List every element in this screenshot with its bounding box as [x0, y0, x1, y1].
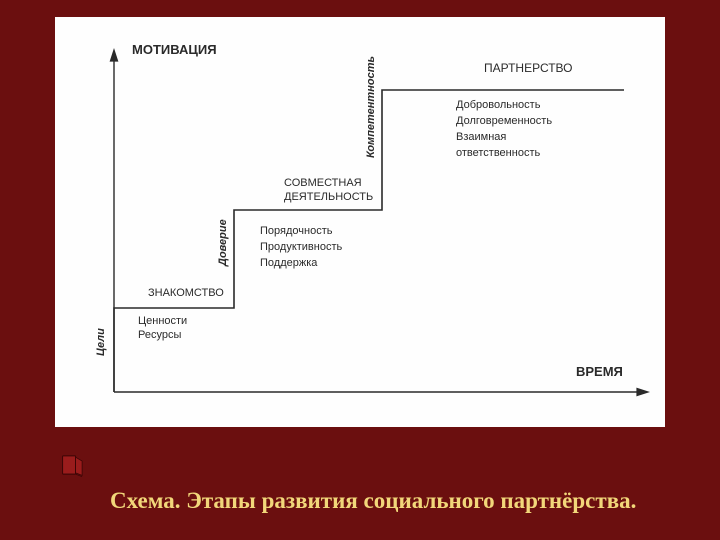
- svg-text:СОВМЕСТНАЯ: СОВМЕСТНАЯ: [284, 177, 362, 189]
- step-diagram-svg: МОТИВАЦИЯ ВРЕМЯ ЗНАКОМСТВО Ценности Ресурсы Ц…: [56, 18, 664, 426]
- svg-text:ПАРТНЕРСТВО: ПАРТНЕРСТВО: [484, 61, 573, 75]
- diagram-panel: МОТИВАЦИЯ ВРЕМЯ ЗНАКОМСТВО Ценности Ресурсы Ц…: [56, 18, 664, 426]
- svg-text:Продуктивность: Продуктивность: [260, 241, 343, 253]
- svg-text:ДЕЯТЕЛЬНОСТЬ: ДЕЯТЕЛЬНОСТЬ: [284, 191, 373, 203]
- svg-text:Порядочность: Порядочность: [260, 225, 333, 237]
- svg-text:Добровольность: Добровольность: [456, 99, 541, 111]
- svg-text:Цели: Цели: [95, 328, 107, 356]
- svg-text:ВРЕМЯ: ВРЕМЯ: [576, 364, 623, 379]
- svg-text:МОТИВАЦИЯ: МОТИВАЦИЯ: [132, 42, 217, 57]
- svg-text:Компетентность: Компетентность: [365, 56, 377, 158]
- svg-text:Ресурсы: Ресурсы: [138, 329, 181, 341]
- svg-text:Взаимная: Взаимная: [456, 131, 506, 143]
- svg-text:Доверие: Доверие: [217, 219, 229, 267]
- svg-text:Поддержка: Поддержка: [260, 257, 318, 269]
- svg-text:Долговременность: Долговременность: [456, 115, 552, 127]
- bullet-book-icon: [60, 452, 86, 478]
- svg-text:Ценности: Ценности: [138, 315, 187, 327]
- svg-text:ЗНАКОМСТВО: ЗНАКОМСТВО: [148, 287, 224, 299]
- diagram-background: [56, 18, 664, 426]
- svg-text:ответственность: ответственность: [456, 147, 540, 159]
- caption: Схема. Этапы развития социального партнё…: [110, 488, 690, 514]
